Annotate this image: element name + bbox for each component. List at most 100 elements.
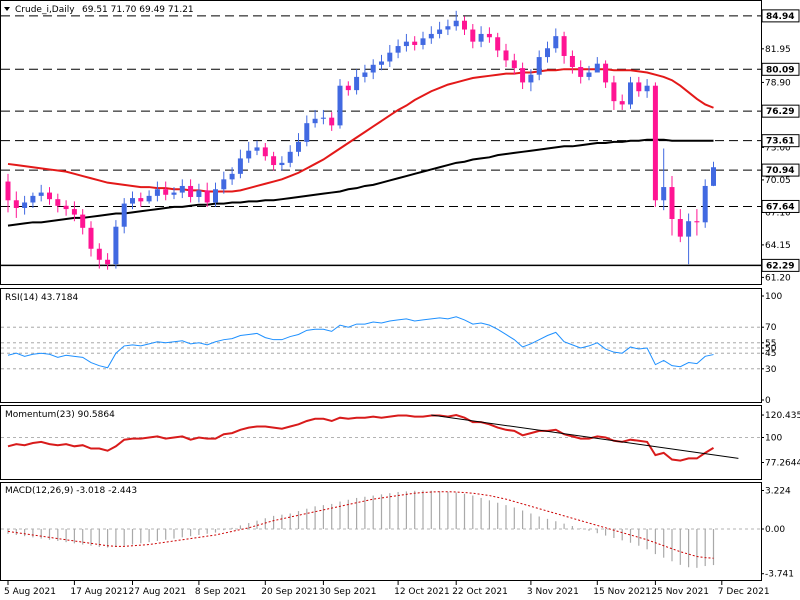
candle-body <box>462 20 467 30</box>
candle-body <box>403 41 409 47</box>
candle-body <box>5 181 11 201</box>
candle-body <box>686 221 692 237</box>
rsi-level-lines <box>1 326 761 370</box>
candle-body <box>130 198 135 204</box>
momentum-tick-label: 100 <box>765 434 782 444</box>
rsi-tick-label: 50 <box>765 344 777 354</box>
rsi-title: RSI(14) 43.7184 <box>5 293 78 303</box>
candle-body <box>329 117 335 126</box>
candle-body <box>536 57 542 75</box>
macd-title: MACD(12,26,9) -3.018 -2.443 <box>5 486 137 496</box>
candle-body <box>711 167 716 186</box>
candle-body <box>644 85 650 92</box>
level-label-box <box>761 9 800 23</box>
candle-body <box>13 200 19 208</box>
rsi-line <box>7 316 714 369</box>
candle-body <box>188 185 194 197</box>
candle-body <box>304 123 310 142</box>
level-label-box <box>761 62 800 76</box>
macd-tick-label: -3.741 <box>765 570 794 580</box>
date-tick-label: 5 Aug 2021 <box>4 587 56 597</box>
date-tick-label: 17 Aug 2021 <box>70 587 128 597</box>
candle-body <box>545 48 550 58</box>
macd-axis: 3.224 0.00 -3.741 <box>761 486 794 580</box>
candle-body <box>520 68 526 83</box>
candle-body <box>88 227 94 249</box>
ohlc-readout: 69.51 71.70 69.49 71.21 <box>82 5 194 15</box>
level-label-box <box>761 104 800 118</box>
rsi-tick-label: 100 <box>765 292 782 302</box>
date-tick-label: 30 Sep 2021 <box>319 587 376 597</box>
date-axis: 5 Aug 2021 17 Aug 2021 27 Aug 2021 8 Sep 20… <box>4 581 770 597</box>
price-tick-label: 70.05 <box>765 176 791 186</box>
price-tick-label: 73.00 <box>765 143 791 153</box>
candlesticks <box>5 10 716 270</box>
candle-body <box>428 33 434 39</box>
candle-body <box>237 158 243 174</box>
candle-body <box>221 179 227 190</box>
candle-body <box>320 117 326 119</box>
candle-body <box>470 29 476 42</box>
momentum-axis: 120.4358 100 77.2644 <box>761 411 800 469</box>
rsi-tick-label: 30 <box>765 365 777 375</box>
level-label: 80.09 <box>766 65 794 75</box>
candle-body <box>229 173 235 180</box>
candle-body <box>569 55 575 67</box>
date-tick-label: 25 Nov 2021 <box>651 587 709 597</box>
candle-body <box>254 147 260 151</box>
level-label: 67.64 <box>766 202 794 212</box>
candle-body <box>38 192 44 196</box>
candle-body <box>204 190 210 203</box>
level-label: 73.61 <box>766 137 794 147</box>
rsi-tick-label: 55 <box>765 339 776 349</box>
candle-body <box>80 214 86 228</box>
candle-body <box>387 52 393 62</box>
candle-body <box>96 248 102 260</box>
candle-body <box>213 189 218 203</box>
candle-body <box>636 82 642 92</box>
candle-body <box>628 82 633 105</box>
date-tick-label: 22 Oct 2021 <box>452 587 508 597</box>
candle-body <box>179 185 185 193</box>
candle-body <box>262 147 268 157</box>
level-label: 84.94 <box>766 12 794 22</box>
candle-body <box>586 72 592 77</box>
candle-body <box>453 20 459 27</box>
candle-body <box>412 41 418 45</box>
rsi-pane-frame <box>0 288 762 403</box>
date-tick-label: 7 Dec 2021 <box>718 587 770 597</box>
candle-body <box>370 64 376 73</box>
candle-body <box>271 156 277 166</box>
collapse-triangle-icon[interactable] <box>4 7 10 11</box>
rsi-tick-label: 45 <box>765 349 776 359</box>
level-label: 76.29 <box>766 107 794 117</box>
candle-body <box>561 36 567 56</box>
momentum-series <box>7 414 715 462</box>
candle-body <box>345 85 351 91</box>
candle-body <box>138 198 144 202</box>
momentum-line <box>7 414 739 462</box>
candle-body <box>503 50 509 61</box>
candle-body <box>395 46 401 53</box>
level-label: 70.94 <box>766 166 794 176</box>
candle-body <box>652 85 658 201</box>
macd-tick-label: 0.00 <box>765 525 785 535</box>
symbol-title: Crude_i,Daily <box>15 5 75 15</box>
candle-body <box>578 66 584 77</box>
candle-body <box>420 38 426 45</box>
candle-body <box>47 192 52 200</box>
candle-body <box>71 209 77 215</box>
candle-body <box>354 76 360 91</box>
candle-body <box>287 151 293 163</box>
price-tick-label: 61.20 <box>765 273 791 283</box>
momentum-tick-label: 77.2644 <box>765 459 800 469</box>
candle-body <box>55 199 61 206</box>
candle-body <box>702 185 708 223</box>
candle-body <box>445 26 451 30</box>
momentum-trendline <box>431 414 739 459</box>
candle-body <box>437 29 443 34</box>
momentum-tick-label: 120.4358 <box>765 411 800 421</box>
date-tick-label: 8 Sep 2021 <box>195 587 246 597</box>
date-tick-label: 20 Sep 2021 <box>261 587 318 597</box>
price-axis: 81.95 78.90 73.00 70.05 67.10 64.15 61.20 84.94… <box>761 9 800 283</box>
